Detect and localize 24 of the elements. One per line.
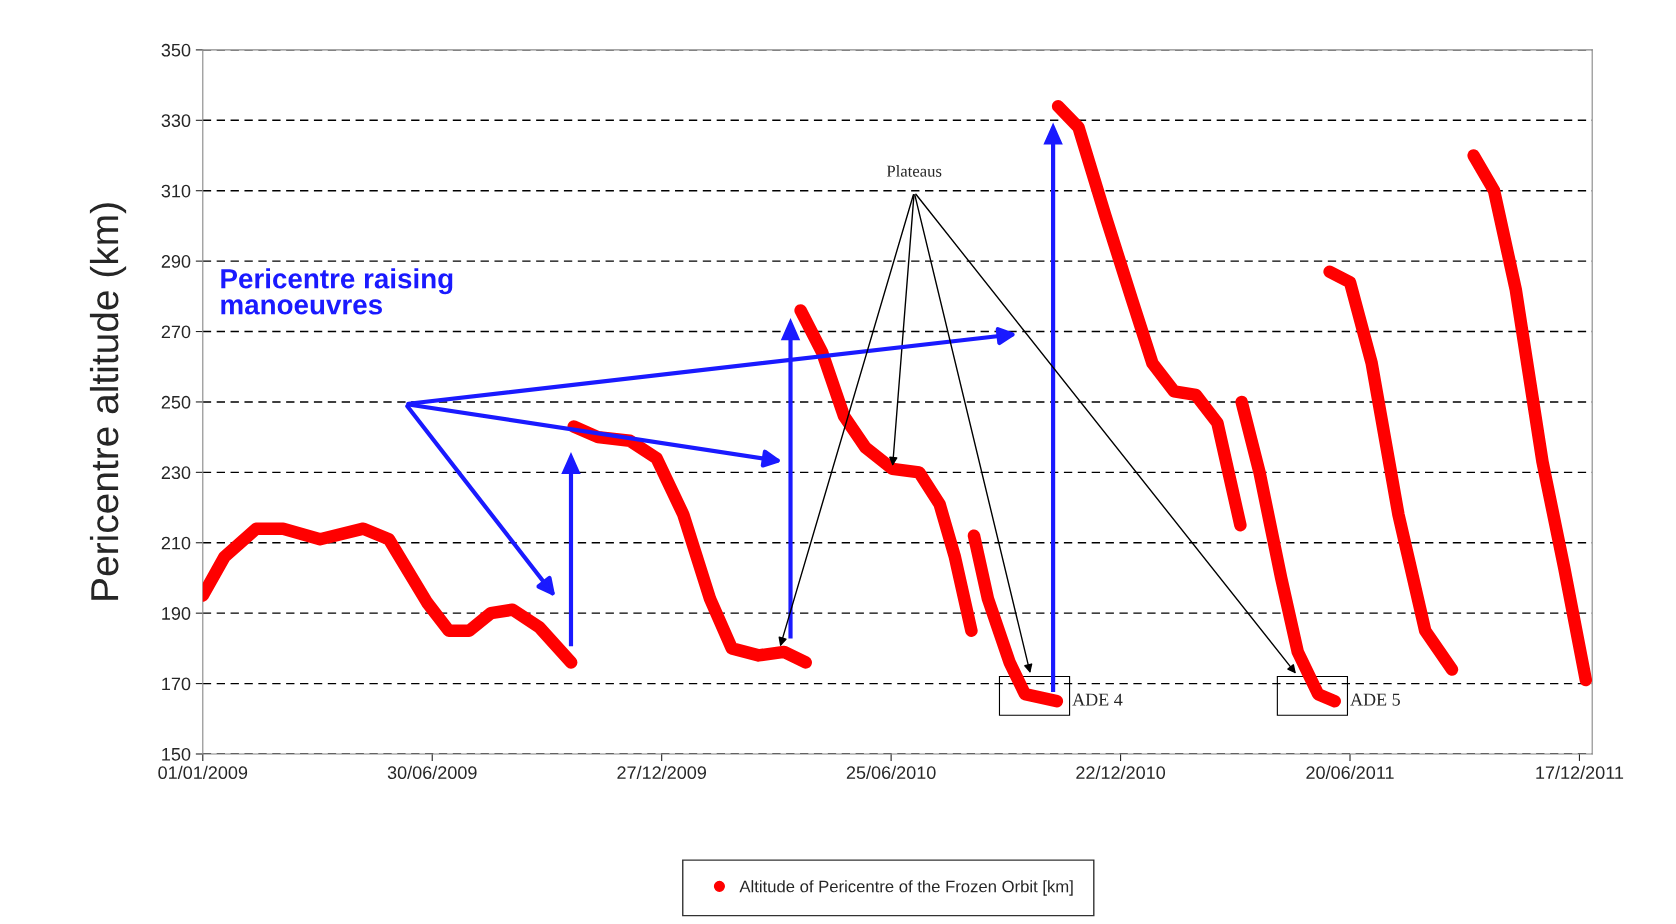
x-tick-label: 30/06/2009: [387, 765, 477, 780]
y-tick-label: 350: [161, 43, 191, 57]
x-tick-label: 25/06/2010: [846, 765, 936, 780]
annotation: Pericentre raising manoeuvres: [221, 268, 453, 315]
y-tick-label: 310: [161, 184, 191, 198]
y-tick-label: 250: [161, 395, 191, 409]
annotation: Plateaus: [886, 165, 942, 177]
y-tick-label: 330: [161, 114, 191, 128]
y-tick-label: 230: [161, 466, 191, 480]
y-axis-title: Pericentre altitude (km): [89, 203, 127, 600]
y-tick-label: 270: [161, 325, 191, 339]
x-tick-label: 22/12/2010: [1076, 765, 1166, 780]
y-tick-label: 290: [161, 255, 191, 268]
y-tick-label: 170: [162, 677, 191, 691]
y-tick-label: 210: [161, 536, 191, 550]
x-tick-label: 17/12/2011: [1536, 765, 1624, 780]
y-tick-label: 190: [162, 607, 191, 620]
annotation: ADE 5: [1350, 693, 1400, 706]
x-tick-label: 20/06/2011: [1306, 765, 1394, 780]
x-tick-label: 01/01/2009: [158, 765, 248, 780]
y-tick-label: 150: [162, 747, 191, 761]
legend-label: Altitude of Pericentre of the Frozen Orbit [km]: [739, 880, 1073, 896]
x-tick-label: 27/12/2009: [617, 765, 707, 780]
annotation: ADE 4: [1072, 693, 1123, 706]
